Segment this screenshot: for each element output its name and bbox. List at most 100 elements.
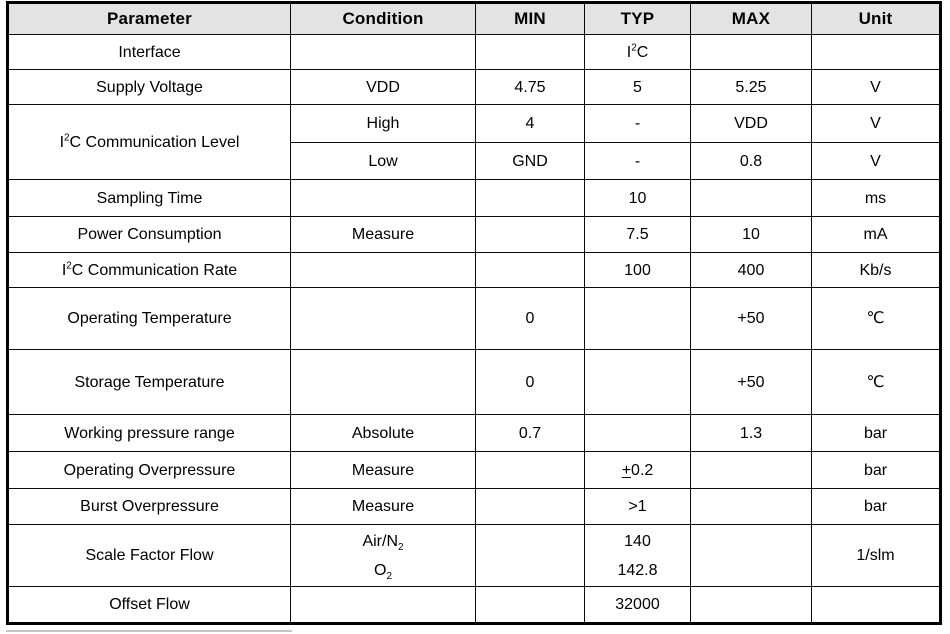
header-row: Parameter Condition MIN TYP MAX Unit <box>7 2 941 35</box>
table-row-offset-flow: Offset Flow 32000 <box>7 586 941 624</box>
operating-overpressure-condition-cell: Measure <box>290 451 476 489</box>
table-row-burst-overpressure: Burst Overpressure Measure >1 bar <box>7 488 941 525</box>
sampling-time-unit-cell: ms <box>811 179 941 217</box>
interface-unit-cell <box>811 34 941 70</box>
column-header-typ: TYP <box>584 2 691 35</box>
cell-text: I <box>61 261 67 279</box>
table-row-working-pressure-range: Working pressure range Absolute 0.7 1.3 bar <box>7 414 941 452</box>
sampling-time-parameter-cell: Sampling Time <box>7 179 291 217</box>
column-header-condition: Condition <box>290 2 476 35</box>
offset-flow-parameter-cell: Offset Flow <box>7 586 291 624</box>
working-pressure-range-parameter-cell: Working pressure range <box>7 414 291 452</box>
cell-text: Air/N <box>362 532 399 550</box>
offset-flow-max-cell <box>690 586 812 624</box>
interface-max-cell <box>690 34 812 70</box>
burst-overpressure-max-cell <box>690 488 812 525</box>
column-header-parameter: Parameter <box>7 2 291 35</box>
scan-artifact-line <box>6 630 292 632</box>
scale-factor-flow-typ-cell: 140 142.8 <box>584 524 691 587</box>
table-row-operating-overpressure: Operating Overpressure Measure +0.2 bar <box>7 451 941 489</box>
cell-text: + <box>621 461 632 479</box>
table-row-scale-factor-flow: Scale Factor Flow Air/N2 O2 140 142.8 1/slm <box>7 524 941 587</box>
supply-voltage-min-cell: 4.75 <box>475 69 585 105</box>
table-row-interface: Interface I2C <box>7 34 941 70</box>
offset-flow-typ-cell: 32000 <box>584 586 691 624</box>
sampling-time-max-cell <box>690 179 812 217</box>
power-consumption-condition-cell: Measure <box>290 216 476 253</box>
offset-flow-unit-cell <box>811 586 941 624</box>
i2c-communication-level-high-typ-cell: - <box>584 104 691 143</box>
i2c-communication-level-high-max-cell: VDD <box>690 104 812 143</box>
burst-overpressure-typ-cell: >1 <box>584 488 691 525</box>
supply-voltage-max-cell: 5.25 <box>690 69 812 105</box>
scale-factor-flow-unit-cell: 1/slm <box>811 524 941 587</box>
i2c-communication-level-low-max-cell: 0.8 <box>690 142 812 180</box>
cell-text: I <box>626 43 632 61</box>
working-pressure-range-unit-cell: bar <box>811 414 941 452</box>
sampling-time-typ-cell: 10 <box>584 179 691 217</box>
interface-typ-cell: I2C <box>584 34 691 70</box>
cell-text-superscript: 2 <box>64 132 70 144</box>
cell-text: I <box>59 133 65 151</box>
i2c-communication-level-high-parameter-cell: I2C Communication Level <box>7 104 291 180</box>
cell-text-subscript: 2 <box>398 541 404 553</box>
cell-text-superscript: 2 <box>631 42 637 54</box>
working-pressure-range-typ-cell <box>584 414 691 452</box>
operating-temperature-typ-cell <box>584 287 691 350</box>
i2c-communication-rate-parameter-cell: I2C Communication Rate <box>7 252 291 288</box>
cell-text: C Communication Level <box>69 133 240 151</box>
storage-temperature-condition-cell <box>290 349 476 415</box>
table-row-i2c-communication-level-high: I2C Communication Level High 4- VDD V <box>7 104 941 180</box>
cell-text: O <box>374 561 387 579</box>
burst-overpressure-parameter-cell: Burst Overpressure <box>7 488 291 525</box>
i2c-communication-rate-condition-cell <box>290 252 476 288</box>
supply-voltage-typ-cell: 5 <box>584 69 691 105</box>
offset-flow-min-cell <box>475 586 585 624</box>
table-row-operating-temperature: Operating Temperature 0 +50 ℃ <box>7 287 941 350</box>
i2c-communication-level-low-unit-cell: V <box>811 142 941 180</box>
sampling-time-condition-cell <box>290 179 476 217</box>
i2c-communication-rate-max-cell: 400 <box>690 252 812 288</box>
scale-factor-flow-max-cell <box>690 524 812 587</box>
operating-overpressure-typ-cell: +0.2 <box>584 451 691 489</box>
burst-overpressure-min-cell <box>475 488 585 525</box>
cell-text: 0.2 <box>631 461 654 479</box>
cell-text-subscript: 2 <box>386 570 392 582</box>
operating-overpressure-unit-cell: bar <box>811 451 941 489</box>
operating-overpressure-parameter-cell: Operating Overpressure <box>7 451 291 489</box>
storage-temperature-unit-cell: ℃ <box>811 349 941 415</box>
power-consumption-max-cell: 10 <box>690 216 812 253</box>
i2c-communication-rate-min-cell <box>475 252 585 288</box>
scale-factor-flow-parameter-cell: Scale Factor Flow <box>7 524 291 587</box>
storage-temperature-max-cell: +50 <box>690 349 812 415</box>
operating-temperature-min-cell: 0 <box>475 287 585 350</box>
supply-voltage-parameter-cell: Supply Voltage <box>7 69 291 105</box>
table-row-supply-voltage: Supply Voltage VDD 4.75 5 5.25 V <box>7 69 941 105</box>
power-consumption-typ-cell: 7.5 <box>584 216 691 253</box>
spec-table-body: Interface I2C Supply Voltage VDD 4.75 5 5.25 V I… <box>7 34 941 624</box>
operating-overpressure-min-cell <box>475 451 585 489</box>
i2c-communication-level-high-condition-cell: High <box>290 104 476 143</box>
operating-temperature-max-cell: +50 <box>690 287 812 350</box>
storage-temperature-min-cell: 0 <box>475 349 585 415</box>
burst-overpressure-condition-cell: Measure <box>290 488 476 525</box>
supply-voltage-unit-cell: V <box>811 69 941 105</box>
i2c-communication-rate-unit-cell: Kb/s <box>811 252 941 288</box>
storage-temperature-typ-cell <box>584 349 691 415</box>
spec-table-header: Parameter Condition MIN TYP MAX Unit <box>7 2 941 35</box>
spec-table: Parameter Condition MIN TYP MAX Unit Int… <box>6 1 942 625</box>
table-row-power-consumption: Power Consumption Measure 7.5 10 mA <box>7 216 941 253</box>
interface-condition-cell <box>290 34 476 70</box>
burst-overpressure-unit-cell: bar <box>811 488 941 525</box>
interface-parameter-cell: Interface <box>7 34 291 70</box>
table-row-sampling-time: Sampling Time 10 ms <box>7 179 941 217</box>
cell-text: C <box>636 43 649 61</box>
working-pressure-range-condition-cell: Absolute <box>290 414 476 452</box>
cell-text: 142.8 <box>617 561 658 579</box>
cell-text: 140 <box>624 532 651 550</box>
i2c-communication-rate-typ-cell: 100 <box>584 252 691 288</box>
column-header-unit: Unit <box>811 2 941 35</box>
cell-text-superscript: 2 <box>66 260 72 272</box>
operating-temperature-parameter-cell: Operating Temperature <box>7 287 291 350</box>
